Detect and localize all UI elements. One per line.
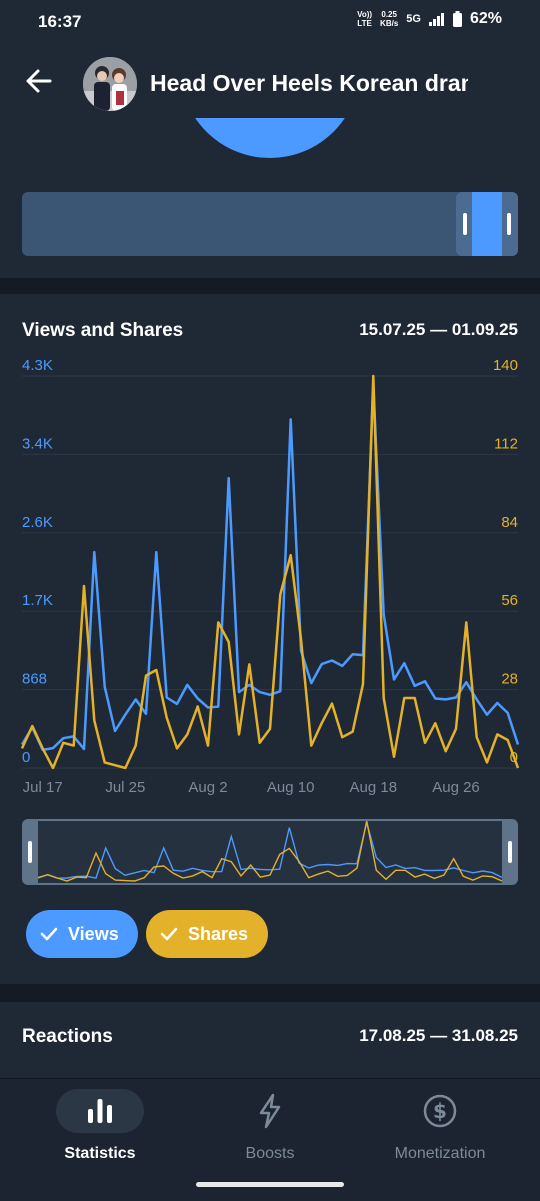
nav-tab-monetization[interactable]: $ Monetization (360, 1089, 520, 1163)
nav-tab-statistics[interactable]: Statistics (20, 1089, 180, 1163)
nav-label-boosts: Boosts (245, 1145, 295, 1162)
reactions-card: Reactions 17.08.25 — 31.08.25 (0, 1002, 540, 1078)
status-time: 16:37 (38, 12, 82, 31)
views-shares-range: 15.07.25 — 01.09.25 (359, 320, 518, 339)
y-left-tick-label: 4.3K (22, 357, 53, 374)
nav-label-monetization: Monetization (394, 1145, 486, 1162)
range-handle-right[interactable] (507, 213, 511, 235)
y-right-tick-label: 84 (501, 514, 518, 531)
dollar-circle-icon: $ (423, 1094, 457, 1128)
y-left-tick-label: 868 (22, 671, 47, 688)
y-right-tick-label: 140 (493, 357, 518, 374)
range-selection[interactable] (472, 192, 502, 256)
views-shares-title: Views and Shares (22, 320, 184, 341)
signal-icon (428, 12, 444, 26)
svg-text:$: $ (433, 1099, 447, 1123)
navigator-handle-left[interactable] (22, 819, 38, 885)
range-handle-left[interactable] (463, 213, 467, 235)
battery-icon (452, 11, 462, 27)
nav-tab-boosts[interactable]: Boosts (190, 1089, 350, 1163)
y-left-tick-label: 1.7K (22, 592, 53, 609)
pie-chart-partial (0, 118, 540, 160)
range-selector-panel (0, 160, 540, 278)
channel-avatar[interactable] (83, 57, 137, 111)
mini-series-line-views (37, 822, 503, 879)
reactions-range: 17.08.25 — 31.08.25 (359, 1026, 518, 1045)
status-bar: 16:37 Vo)) LTE 0.25 KB/s 5G 62% (0, 0, 540, 44)
y-right-tick-label: 56 (501, 592, 518, 609)
x-tick-label: Jul 25 (105, 779, 145, 796)
section-divider (0, 278, 540, 294)
navigator-window[interactable] (38, 819, 502, 885)
views-chip-label: Views (68, 923, 119, 944)
mini-series-line-shares (37, 820, 503, 882)
x-tick-label: Aug 18 (350, 779, 398, 796)
views-toggle-chip[interactable]: Views (26, 910, 138, 958)
status-icons: Vo)) LTE 0.25 KB/s 5G 62% (357, 10, 502, 28)
range-slider[interactable] (22, 192, 518, 256)
checkmark-icon (40, 927, 58, 941)
bottom-navigation: Statistics Boosts $ Monetization (0, 1078, 540, 1201)
battery-percent: 62% (469, 10, 502, 27)
network-type: 5G (406, 13, 421, 25)
y-right-tick-label: 112 (494, 435, 518, 452)
navigator-handle-right[interactable] (502, 819, 518, 885)
chart-navigator[interactable] (22, 819, 518, 885)
app-header: Head Over Heels Korean drama (0, 44, 540, 128)
x-tick-label: Jul 17 (23, 779, 63, 796)
lightning-icon (259, 1093, 281, 1129)
section-divider (0, 984, 540, 1002)
nav-label-statistics: Statistics (64, 1145, 136, 1162)
shares-toggle-chip[interactable]: Shares (146, 910, 268, 958)
volte-indicator: Vo)) LTE (357, 10, 373, 28)
reactions-title: Reactions (22, 1026, 113, 1047)
checkmark-icon (160, 927, 178, 941)
shares-chip-label: Shares (188, 923, 249, 944)
back-arrow-icon[interactable] (24, 66, 54, 96)
x-tick-label: Aug 10 (267, 779, 315, 796)
y-right-tick-label: 28 (501, 671, 518, 688)
home-indicator (196, 1182, 344, 1187)
pie-slice (180, 118, 360, 158)
network-speed: 0.25 KB/s (380, 10, 399, 28)
y-left-tick-label: 3.4K (22, 435, 53, 452)
bar-chart-icon (88, 1099, 112, 1123)
mini-chart (37, 820, 503, 882)
x-tick-label: Aug 2 (188, 779, 227, 796)
y-left-tick-label: 0 (22, 749, 30, 766)
series-line-views (20, 383, 520, 752)
series-line-shares (20, 374, 520, 770)
x-tick-label: Aug 26 (432, 779, 480, 796)
channel-title: Head Over Heels Korean drama (150, 70, 468, 96)
y-left-tick-label: 2.6K (22, 514, 53, 531)
